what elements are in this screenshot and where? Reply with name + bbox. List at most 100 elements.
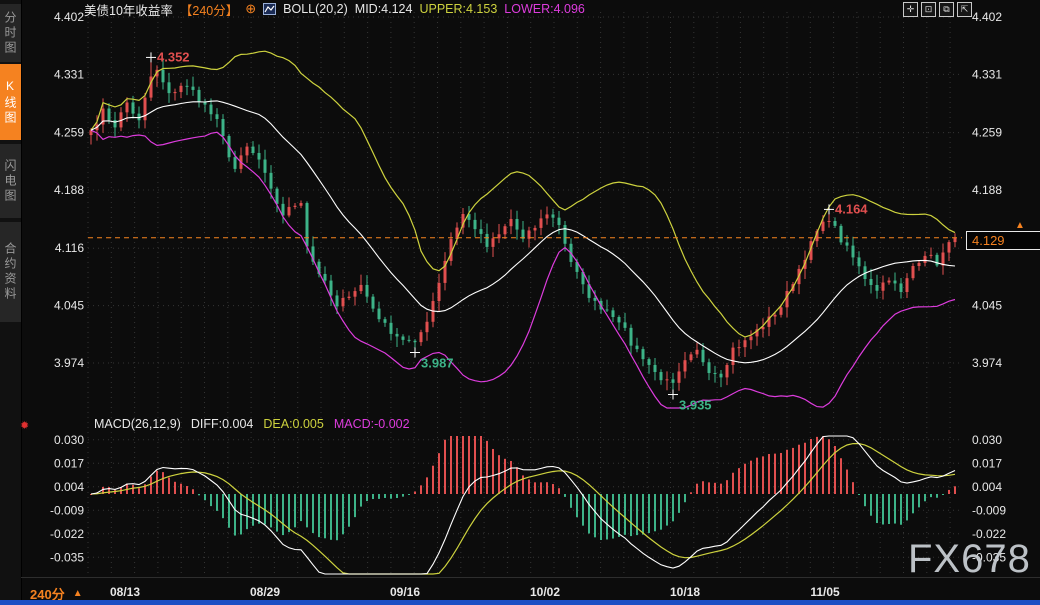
macd-bar (594, 494, 596, 538)
indicator-settings-icon[interactable]: ✹ (20, 420, 30, 432)
macd-header: MACD(26,12,9) DIFF:0.004 DEA:0.005 MACD:… (94, 417, 410, 431)
candle-body (635, 345, 639, 350)
sidebar-item-label: 闪电图 (3, 158, 17, 204)
macd-bar (618, 494, 620, 537)
sidebar-item-kline-chart[interactable]: K线图 (0, 64, 21, 140)
candle-body (155, 69, 159, 77)
candle-body (101, 108, 105, 125)
macd-bar (636, 494, 638, 536)
candle-body (461, 214, 465, 228)
candle-body (167, 82, 171, 94)
indicator-chart-icon[interactable] (263, 3, 277, 15)
macd-bar (600, 494, 602, 541)
candle-body (269, 172, 273, 189)
macd-bar (354, 494, 356, 518)
y-axis-label: 4.259 (972, 126, 1002, 140)
macd-axis-label: -0.009 (50, 503, 84, 517)
macd-bar (666, 494, 668, 526)
y-axis-label: 4.045 (972, 299, 1002, 313)
sidebar-item-contract-info[interactable]: 合约资料 (0, 222, 21, 322)
candle-body (659, 372, 663, 381)
candle-body (89, 130, 93, 136)
candle-body (851, 245, 855, 258)
price-annotations: 4.352 3.987 3.935 4.164 (146, 49, 868, 413)
macd-bar (888, 494, 890, 524)
candle-body (443, 260, 447, 283)
macd-bar (276, 494, 278, 532)
pane-expand-icon[interactable]: ⧉ (939, 2, 954, 17)
candle-body (587, 284, 591, 298)
candle-body (515, 218, 519, 230)
macd-bar (384, 494, 386, 498)
macd-bar (162, 472, 164, 494)
candle-body (701, 349, 705, 363)
candle-body (389, 322, 393, 334)
candle-body (479, 229, 483, 234)
sidebar-item-label: 合约资料 (3, 242, 17, 302)
candle-body (413, 340, 417, 343)
y-axis-label: 4.331 (972, 67, 1002, 81)
boll-upper-value: UPPER:4.153 (419, 2, 498, 16)
period-tag[interactable]: 【240分】 (179, 3, 239, 18)
macd-bar (402, 494, 404, 497)
candle-body (509, 218, 513, 227)
macd-bar (816, 436, 818, 494)
macd-bar (900, 494, 902, 525)
candle-body (245, 146, 249, 156)
candle-body (473, 219, 477, 230)
x-axis-label: 09/16 (390, 585, 420, 599)
macd-bar (702, 481, 704, 494)
macd-bar (570, 494, 572, 508)
price-annotation-label: 3.935 (679, 398, 712, 413)
macd-bar (534, 482, 536, 494)
y-axis-label: 4.116 (55, 241, 84, 255)
y-axis-label: 4.188 (972, 183, 1002, 197)
macd-bar (330, 494, 332, 540)
sidebar-item-time-chart[interactable]: 分时图 (0, 4, 21, 62)
candle-body (857, 257, 861, 267)
candle-body (425, 321, 429, 333)
macd-bar (936, 494, 938, 498)
boll-label: BOLL(20,2) (283, 2, 348, 16)
macd-bar (432, 465, 434, 494)
candle-body (125, 102, 129, 113)
pane-restore-icon[interactable]: ⊡ (921, 2, 936, 17)
candle-body (401, 336, 405, 340)
candle-body (197, 89, 201, 102)
candle-body (359, 284, 363, 292)
candle-body (263, 159, 267, 173)
macd-bar (792, 447, 794, 494)
macd-bar (768, 453, 770, 494)
candle-body (833, 220, 837, 226)
macd-bar (654, 494, 656, 532)
candle-body (527, 230, 531, 239)
macd-bar (396, 494, 398, 498)
grid (87, 12, 962, 575)
candle-body (929, 254, 933, 256)
macd-bar (150, 476, 152, 494)
sidebar-item-lightning-chart[interactable]: 闪电图 (0, 144, 21, 218)
macd-bar (372, 494, 374, 500)
crosshair-tool-icon[interactable]: ✛ (903, 2, 918, 17)
macd-bar (852, 482, 854, 494)
macd-bar (156, 470, 158, 494)
macd-diff-line (90, 435, 956, 575)
add-indicator-icon[interactable]: ⊕ (245, 1, 257, 16)
macd-bar (204, 494, 206, 501)
pop-out-icon[interactable]: ⇱ (957, 2, 972, 17)
period-selector[interactable]: 240分 ▲ (30, 584, 83, 603)
macd-bar (336, 494, 338, 541)
macd-bar (720, 483, 722, 494)
y-axis-label: 4.259 (54, 126, 84, 140)
boll-upper-line (90, 50, 956, 338)
candle-body (119, 112, 123, 128)
macd-bar (450, 436, 452, 494)
candle-body (713, 373, 717, 375)
macd-bar (138, 488, 140, 494)
macd-bar (582, 494, 584, 526)
macd-bar (786, 449, 788, 494)
macd-bar (762, 456, 764, 494)
candle-body (311, 246, 315, 262)
macd-bar (234, 494, 236, 536)
macd-bar (804, 442, 806, 494)
